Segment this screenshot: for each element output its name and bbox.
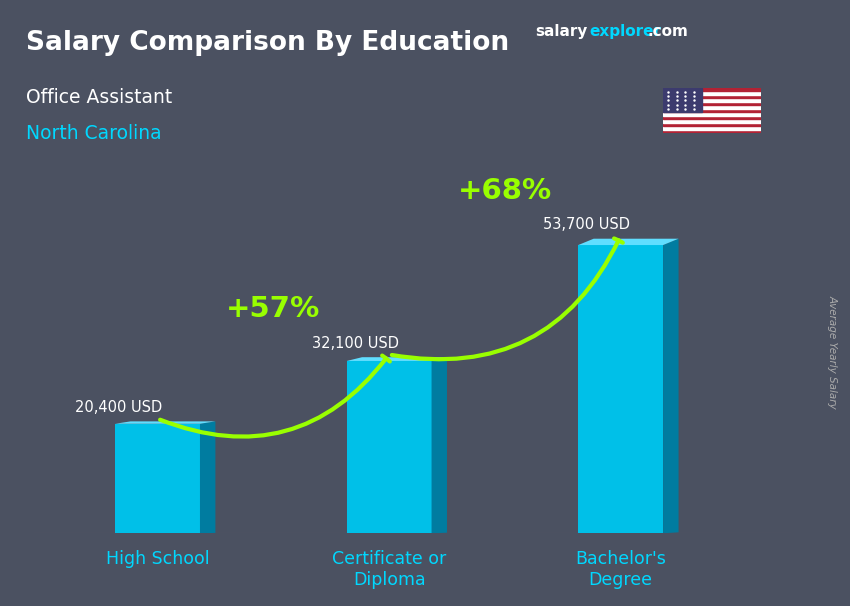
- Text: 20,400 USD: 20,400 USD: [76, 400, 162, 415]
- Polygon shape: [200, 421, 215, 533]
- Polygon shape: [578, 245, 663, 533]
- Polygon shape: [578, 239, 678, 245]
- Bar: [663, 105, 761, 109]
- Bar: [663, 126, 761, 130]
- Bar: [663, 88, 761, 92]
- Bar: [663, 130, 761, 133]
- Bar: [663, 123, 761, 126]
- Polygon shape: [115, 424, 200, 533]
- Text: 32,100 USD: 32,100 USD: [312, 336, 399, 351]
- Bar: [663, 88, 702, 112]
- Polygon shape: [347, 361, 432, 533]
- Bar: [663, 98, 761, 102]
- Bar: [663, 92, 761, 95]
- Polygon shape: [115, 421, 215, 424]
- Text: Office Assistant: Office Assistant: [26, 88, 172, 107]
- Text: 53,700 USD: 53,700 USD: [543, 218, 630, 232]
- Bar: [663, 102, 761, 105]
- Polygon shape: [432, 357, 447, 533]
- Text: North Carolina: North Carolina: [26, 124, 162, 143]
- Text: Salary Comparison By Education: Salary Comparison By Education: [26, 30, 508, 56]
- Text: +68%: +68%: [458, 176, 552, 205]
- Bar: [663, 95, 761, 98]
- Bar: [663, 119, 761, 123]
- Text: salary: salary: [536, 24, 588, 39]
- Bar: [663, 116, 761, 119]
- Polygon shape: [347, 357, 447, 361]
- Text: explorer: explorer: [589, 24, 661, 39]
- Text: Average Yearly Salary: Average Yearly Salary: [827, 295, 837, 408]
- Bar: [663, 109, 761, 112]
- Bar: [663, 112, 761, 116]
- Text: .com: .com: [648, 24, 689, 39]
- Polygon shape: [663, 239, 678, 533]
- Text: +57%: +57%: [226, 295, 320, 323]
